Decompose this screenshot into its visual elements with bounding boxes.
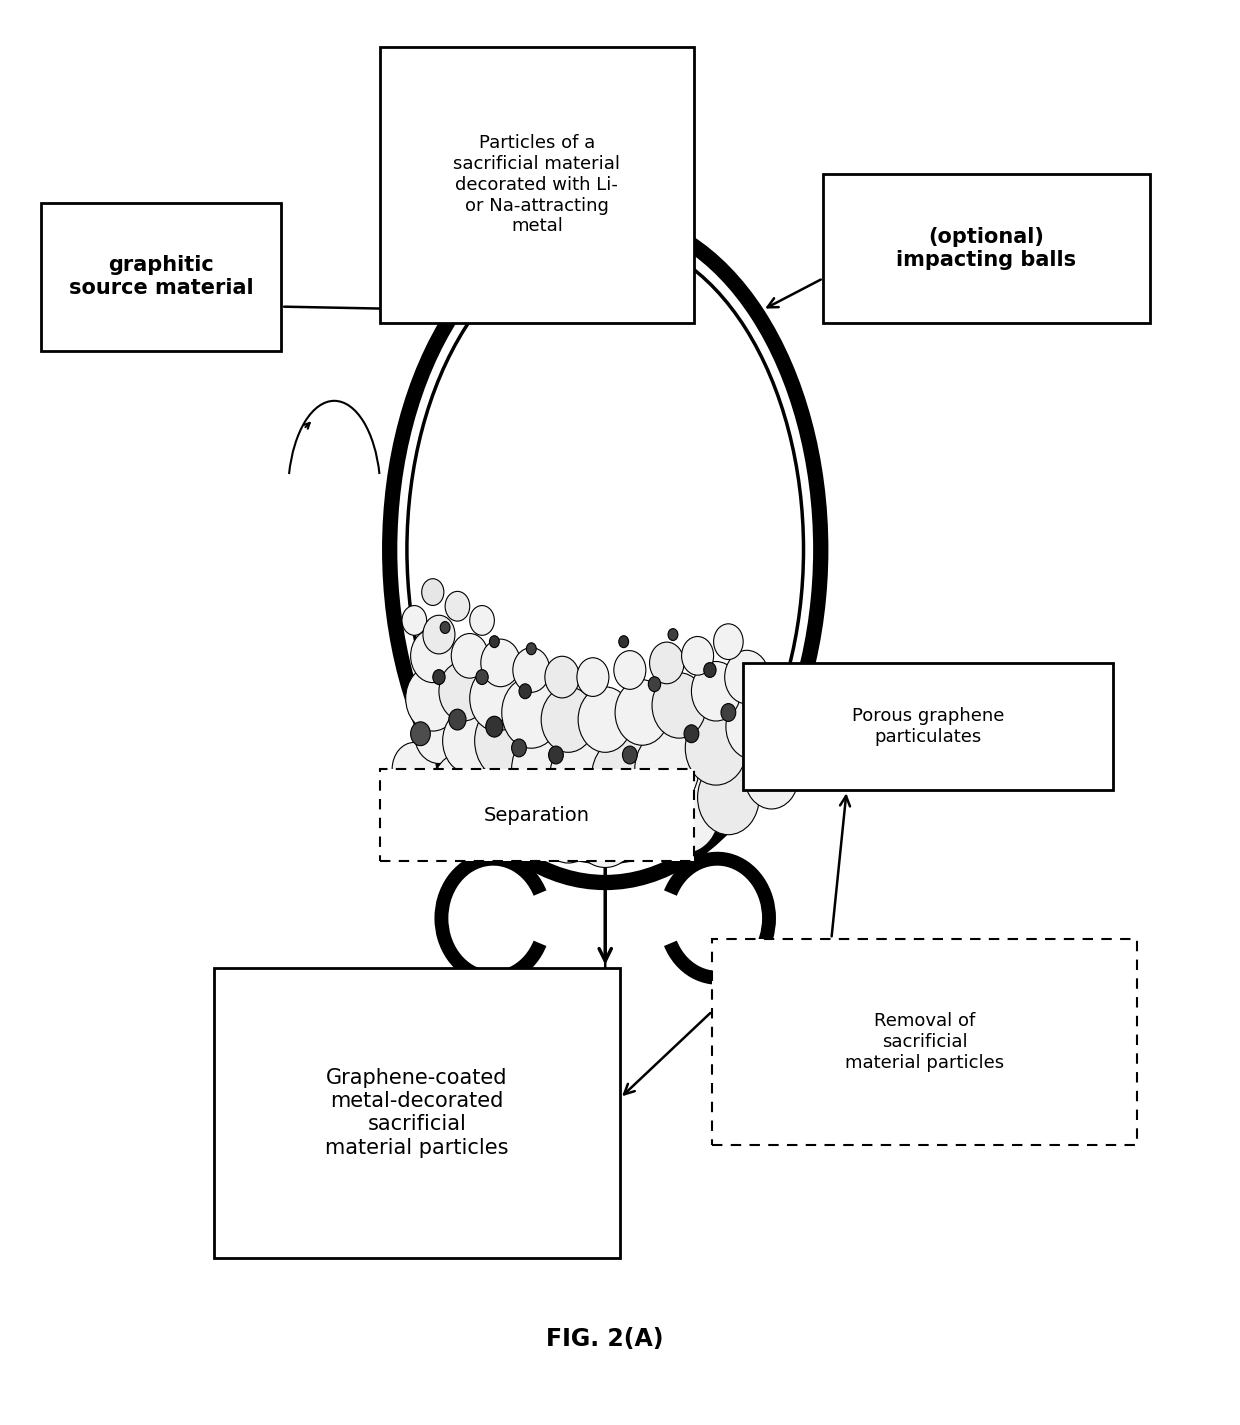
Ellipse shape — [470, 665, 525, 731]
Ellipse shape — [622, 747, 637, 764]
Ellipse shape — [433, 670, 445, 684]
Ellipse shape — [537, 788, 599, 864]
Ellipse shape — [470, 606, 495, 636]
Ellipse shape — [650, 643, 684, 684]
Ellipse shape — [490, 636, 500, 647]
Ellipse shape — [512, 731, 575, 808]
Ellipse shape — [512, 740, 527, 757]
Ellipse shape — [725, 694, 780, 760]
Ellipse shape — [684, 725, 699, 742]
Ellipse shape — [692, 661, 740, 721]
Text: Porous graphene
particulates: Porous graphene particulates — [852, 707, 1004, 747]
Text: Particles of a
sacrificial material
decorated with Li-
or Na-attracting
metal: Particles of a sacrificial material deco… — [454, 134, 620, 235]
Ellipse shape — [720, 704, 735, 721]
Ellipse shape — [698, 761, 759, 835]
Ellipse shape — [570, 784, 640, 868]
Ellipse shape — [649, 677, 661, 691]
Ellipse shape — [405, 665, 460, 731]
Ellipse shape — [443, 708, 497, 774]
FancyBboxPatch shape — [379, 770, 694, 861]
Ellipse shape — [651, 770, 719, 854]
Ellipse shape — [422, 579, 444, 606]
Ellipse shape — [713, 624, 743, 660]
Ellipse shape — [704, 663, 715, 677]
Ellipse shape — [549, 740, 611, 814]
Ellipse shape — [389, 217, 821, 882]
Text: graphitic
source material: graphitic source material — [69, 255, 253, 298]
Ellipse shape — [497, 770, 565, 854]
Text: Separation: Separation — [484, 805, 590, 825]
Ellipse shape — [481, 640, 521, 687]
Ellipse shape — [513, 648, 549, 693]
Ellipse shape — [410, 722, 430, 745]
Ellipse shape — [439, 661, 489, 721]
Ellipse shape — [486, 717, 503, 737]
Ellipse shape — [476, 670, 489, 684]
FancyBboxPatch shape — [712, 939, 1137, 1144]
Ellipse shape — [578, 687, 632, 752]
FancyBboxPatch shape — [213, 968, 620, 1258]
Ellipse shape — [759, 668, 808, 728]
Ellipse shape — [440, 621, 450, 634]
FancyBboxPatch shape — [823, 174, 1149, 323]
Ellipse shape — [614, 651, 646, 690]
Text: Removal of
sacrificial
material particles: Removal of sacrificial material particle… — [846, 1012, 1004, 1072]
Ellipse shape — [591, 738, 656, 815]
Ellipse shape — [686, 711, 746, 785]
Ellipse shape — [445, 591, 470, 621]
Ellipse shape — [615, 680, 670, 745]
Ellipse shape — [682, 637, 713, 675]
Ellipse shape — [668, 628, 678, 640]
Text: FIG. 2(A): FIG. 2(A) — [547, 1327, 663, 1351]
Ellipse shape — [577, 658, 609, 697]
Ellipse shape — [432, 752, 496, 829]
Ellipse shape — [619, 636, 629, 647]
Ellipse shape — [502, 677, 560, 748]
Text: Graphene-coated
metal-decorated
sacrificial
material particles: Graphene-coated metal-decorated sacrific… — [325, 1067, 508, 1157]
Ellipse shape — [465, 734, 525, 805]
Ellipse shape — [527, 643, 536, 654]
Ellipse shape — [774, 721, 818, 775]
FancyBboxPatch shape — [41, 202, 281, 351]
Ellipse shape — [610, 779, 675, 858]
Ellipse shape — [520, 684, 531, 698]
Text: (optional)
impacting balls: (optional) impacting balls — [897, 227, 1076, 271]
Ellipse shape — [475, 703, 538, 779]
Ellipse shape — [548, 747, 563, 764]
Ellipse shape — [544, 657, 579, 698]
Ellipse shape — [652, 673, 707, 738]
FancyBboxPatch shape — [743, 663, 1112, 791]
Ellipse shape — [410, 628, 455, 683]
Ellipse shape — [541, 687, 595, 752]
FancyBboxPatch shape — [379, 47, 694, 323]
Ellipse shape — [402, 606, 427, 636]
Ellipse shape — [423, 616, 455, 654]
Ellipse shape — [392, 742, 436, 797]
Ellipse shape — [414, 704, 464, 764]
Ellipse shape — [744, 744, 799, 809]
Ellipse shape — [724, 650, 769, 704]
Ellipse shape — [449, 710, 466, 730]
Ellipse shape — [451, 634, 489, 678]
Ellipse shape — [635, 731, 699, 808]
